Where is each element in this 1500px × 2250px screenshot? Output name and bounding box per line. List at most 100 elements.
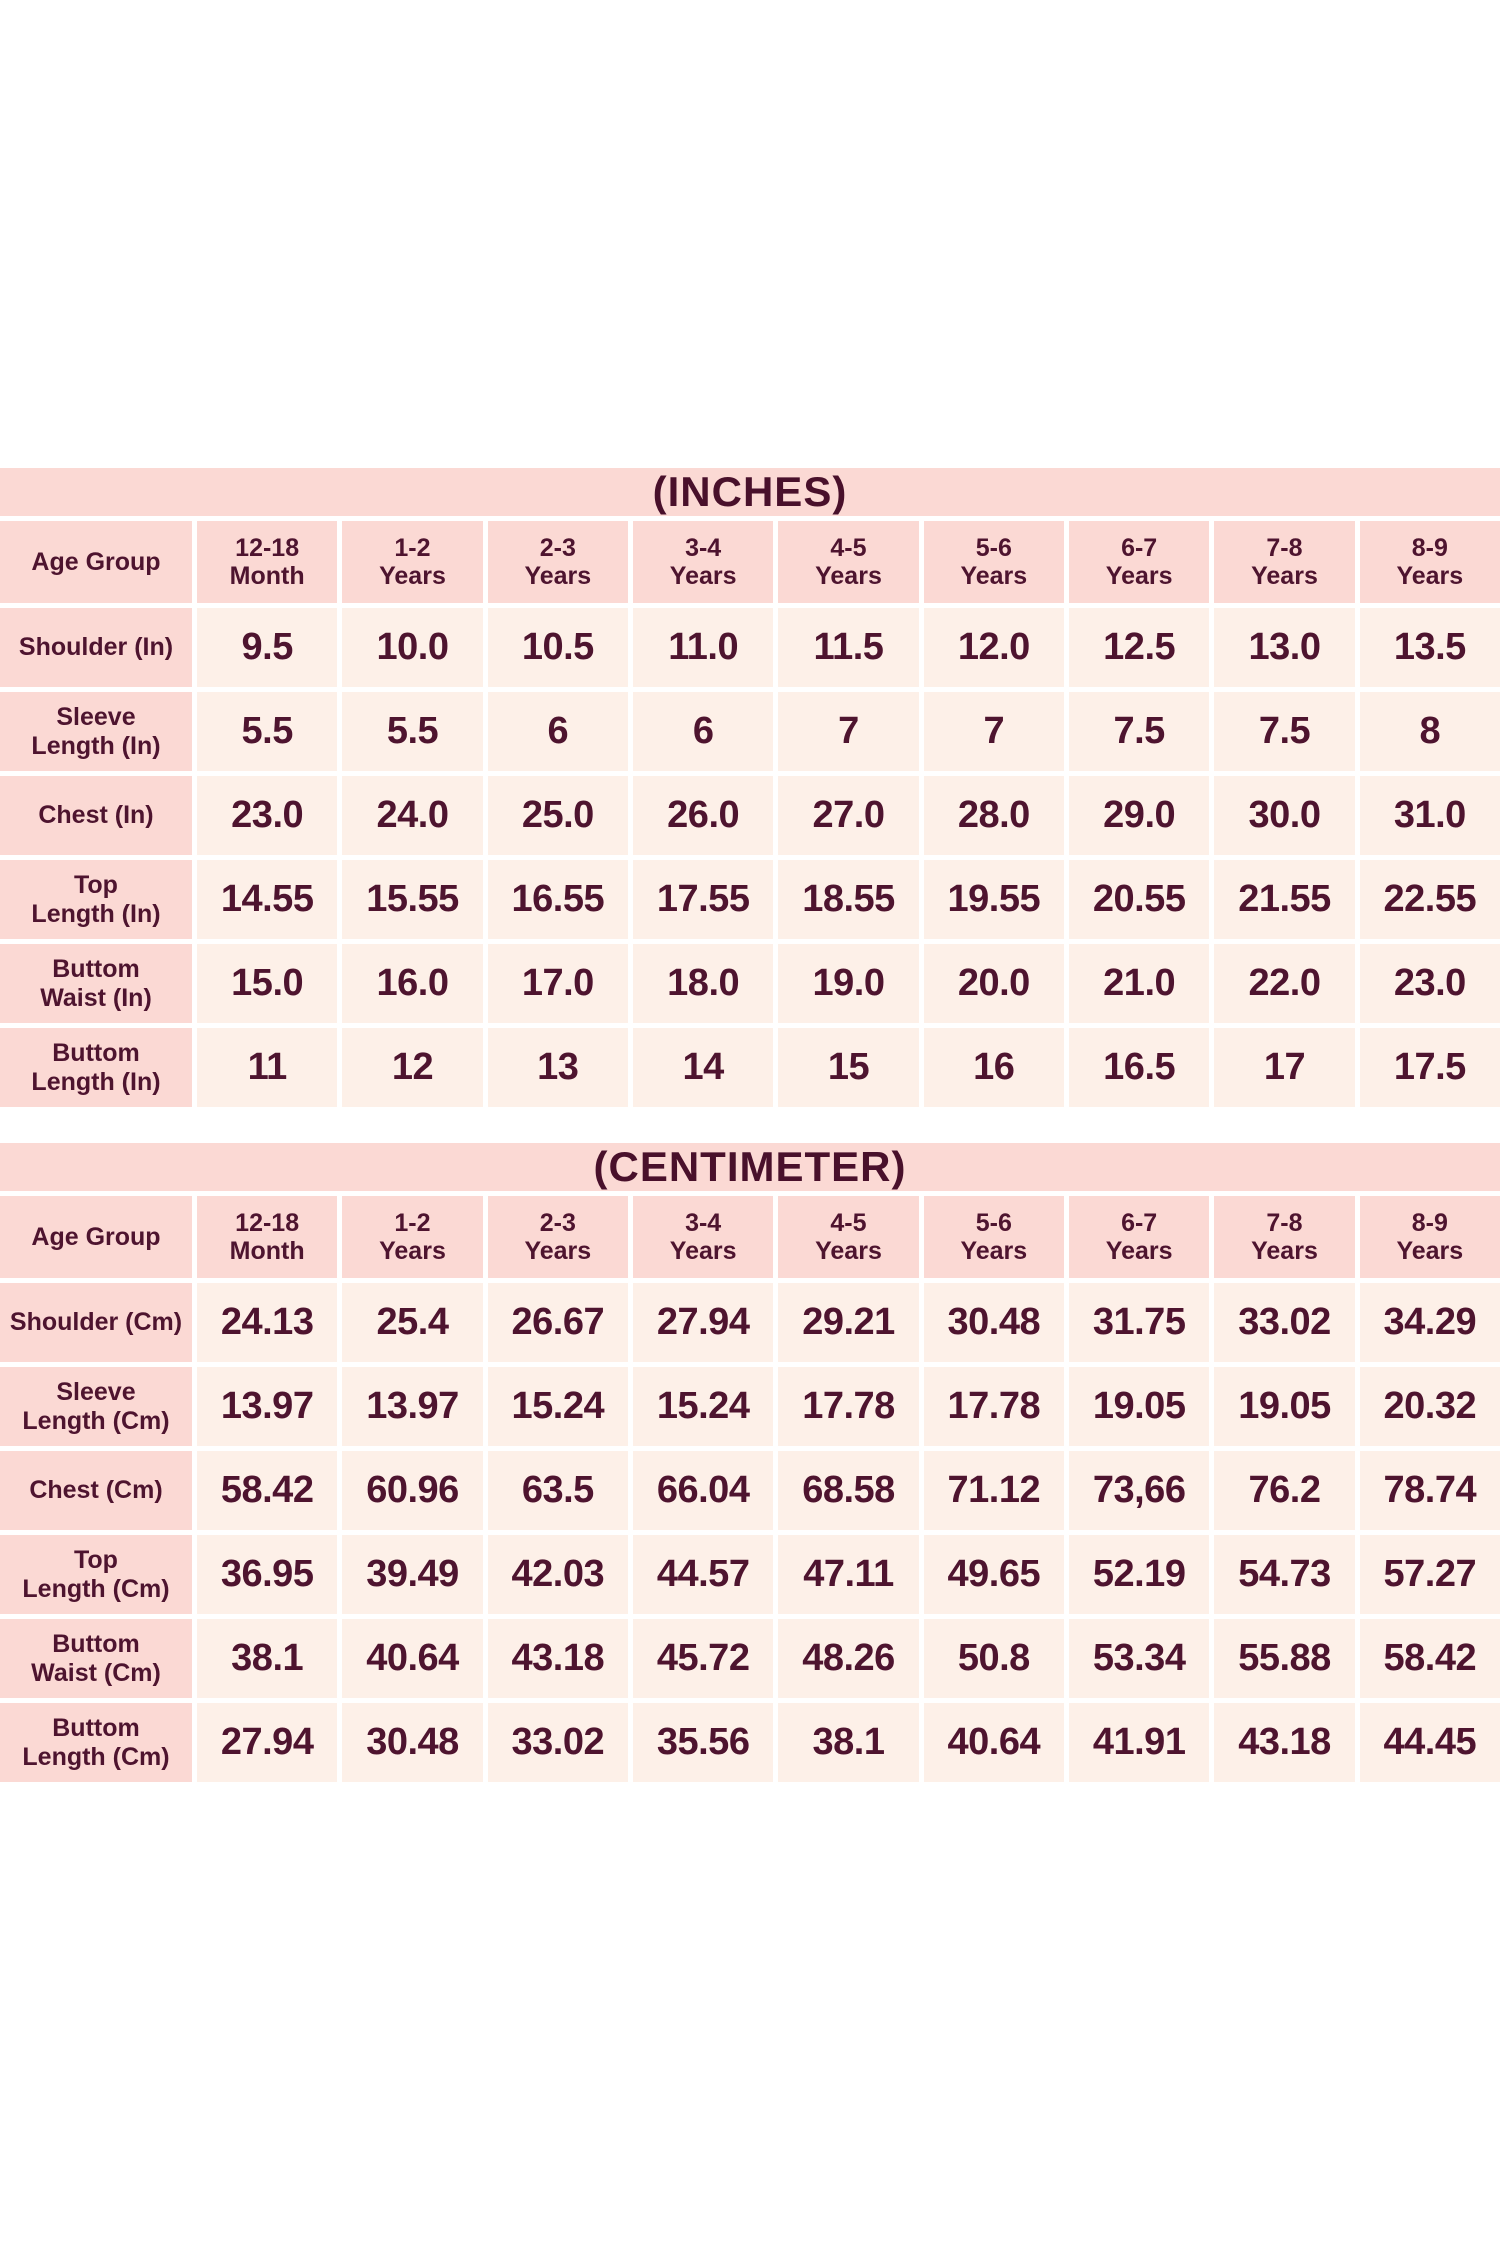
- table-cell: 53.34: [1068, 1619, 1210, 1698]
- column-header: 7-8 Years: [1214, 521, 1355, 603]
- table-cell: 30.48: [342, 1703, 483, 1782]
- table-cell: 23.0: [197, 776, 338, 855]
- table-cell: 40.64: [342, 1619, 483, 1698]
- table-cell: 21.0: [1068, 944, 1210, 1023]
- table-cell: 11.0: [632, 608, 774, 687]
- table-cell: 11: [197, 1028, 338, 1107]
- table-cell: 6: [487, 692, 628, 771]
- table-cell: 14: [632, 1028, 774, 1107]
- table-cell: 29.0: [1068, 776, 1210, 855]
- table-cell: 22.0: [1214, 944, 1355, 1023]
- table-cell: 73,66: [1068, 1451, 1210, 1530]
- table-cell: 17.0: [487, 944, 628, 1023]
- top-whitespace: [0, 0, 1500, 468]
- table-cell: 48.26: [778, 1619, 919, 1698]
- table-cell: 20.55: [1068, 860, 1210, 939]
- between-tables-whitespace: [0, 1107, 1500, 1143]
- table-cell: 42.03: [487, 1535, 628, 1614]
- table-cell: 30.0: [1214, 776, 1355, 855]
- table-cell: 44.45: [1359, 1703, 1500, 1782]
- column-header: 5-6 Years: [923, 1196, 1064, 1278]
- table-cell: 23.0: [1359, 944, 1500, 1023]
- table-cell: 38.1: [778, 1703, 919, 1782]
- table-title: (INCHES): [0, 468, 1500, 516]
- table-cell: 34.29: [1359, 1283, 1500, 1362]
- table-cell: 13.0: [1214, 608, 1355, 687]
- table-cell: 13.97: [197, 1367, 338, 1446]
- table-cell: 49.65: [923, 1535, 1064, 1614]
- table-cell: 20.0: [923, 944, 1064, 1023]
- table-cell: 26.0: [632, 776, 774, 855]
- table-cell: 38.1: [197, 1619, 338, 1698]
- table-cell: 19.55: [923, 860, 1064, 939]
- table-cell: 8: [1359, 692, 1500, 771]
- table-cell: 10.5: [487, 608, 628, 687]
- table-cell: 39.49: [342, 1535, 483, 1614]
- table-cell: 57.27: [1359, 1535, 1500, 1614]
- table-cell: 6: [632, 692, 774, 771]
- table-cell: 31.0: [1359, 776, 1500, 855]
- table-cell: 12.5: [1068, 608, 1210, 687]
- row-label: Chest (Cm): [0, 1451, 192, 1530]
- column-header: 3-4 Years: [632, 1196, 774, 1278]
- table-cell: 58.42: [1359, 1619, 1500, 1698]
- table-cell: 63.5: [487, 1451, 628, 1530]
- table-cell: 25.0: [487, 776, 628, 855]
- table-cell: 43.18: [1214, 1703, 1355, 1782]
- table-cell: 17: [1214, 1028, 1355, 1107]
- row-label: Shoulder (Cm): [0, 1283, 192, 1362]
- table-cell: 18.0: [632, 944, 774, 1023]
- table-cell: 58.42: [197, 1451, 338, 1530]
- table-cell: 7: [778, 692, 919, 771]
- column-header: 2-3 Years: [487, 521, 628, 603]
- table-cell: 13.97: [342, 1367, 483, 1446]
- table-cell: 33.02: [487, 1703, 628, 1782]
- table-cell: 78.74: [1359, 1451, 1500, 1530]
- table-cell: 20.32: [1359, 1367, 1500, 1446]
- table-cell: 10.0: [342, 608, 483, 687]
- table-cell: 21.55: [1214, 860, 1355, 939]
- table-cell: 35.56: [632, 1703, 774, 1782]
- table-cell: 17.5: [1359, 1028, 1500, 1107]
- table-cell: 27.94: [632, 1283, 774, 1362]
- table-cell: 40.64: [923, 1703, 1064, 1782]
- table-cell: 31.75: [1068, 1283, 1210, 1362]
- column-header: 1-2 Years: [342, 521, 483, 603]
- table-cell: 25.4: [342, 1283, 483, 1362]
- row-label: Buttom Waist (In): [0, 944, 192, 1023]
- table-cell: 50.8: [923, 1619, 1064, 1698]
- table-cell: 47.11: [778, 1535, 919, 1614]
- table-cell: 54.73: [1214, 1535, 1355, 1614]
- column-header: 6-7 Years: [1068, 521, 1210, 603]
- column-header: 3-4 Years: [632, 521, 774, 603]
- table-cell: 5.5: [342, 692, 483, 771]
- column-header: 8-9 Years: [1359, 1196, 1500, 1278]
- table-cell: 43.18: [487, 1619, 628, 1698]
- table-cell: 17.78: [923, 1367, 1064, 1446]
- row-label: Buttom Length (In): [0, 1028, 192, 1107]
- row-label: Buttom Length (Cm): [0, 1703, 192, 1782]
- column-header: 12-18 Month: [197, 521, 338, 603]
- table-cell: 41.91: [1068, 1703, 1210, 1782]
- row-label: Chest (In): [0, 776, 192, 855]
- table-cell: 76.2: [1214, 1451, 1355, 1530]
- table-cell: 24.0: [342, 776, 483, 855]
- table-cell: 14.55: [197, 860, 338, 939]
- row-label: Top Length (In): [0, 860, 192, 939]
- row-label: Buttom Waist (Cm): [0, 1619, 192, 1698]
- table-cell: 27.0: [778, 776, 919, 855]
- table-cell: 11.5: [778, 608, 919, 687]
- age-group-corner-cell: Age Group: [0, 521, 192, 603]
- table-cell: 29.21: [778, 1283, 919, 1362]
- column-header: 6-7 Years: [1068, 1196, 1210, 1278]
- table-cell: 7: [923, 692, 1064, 771]
- row-label: Sleeve Length (Cm): [0, 1367, 192, 1446]
- table-cell: 17.55: [632, 860, 774, 939]
- table-cell: 44.57: [632, 1535, 774, 1614]
- table-cell: 16: [923, 1028, 1064, 1107]
- table-cell: 15.24: [487, 1367, 628, 1446]
- table-cell: 5.5: [197, 692, 338, 771]
- table-cell: 45.72: [632, 1619, 774, 1698]
- centimeter-table: (CENTIMETER) Age Group 12-18 Month 1-2 Year…: [0, 1143, 1500, 1782]
